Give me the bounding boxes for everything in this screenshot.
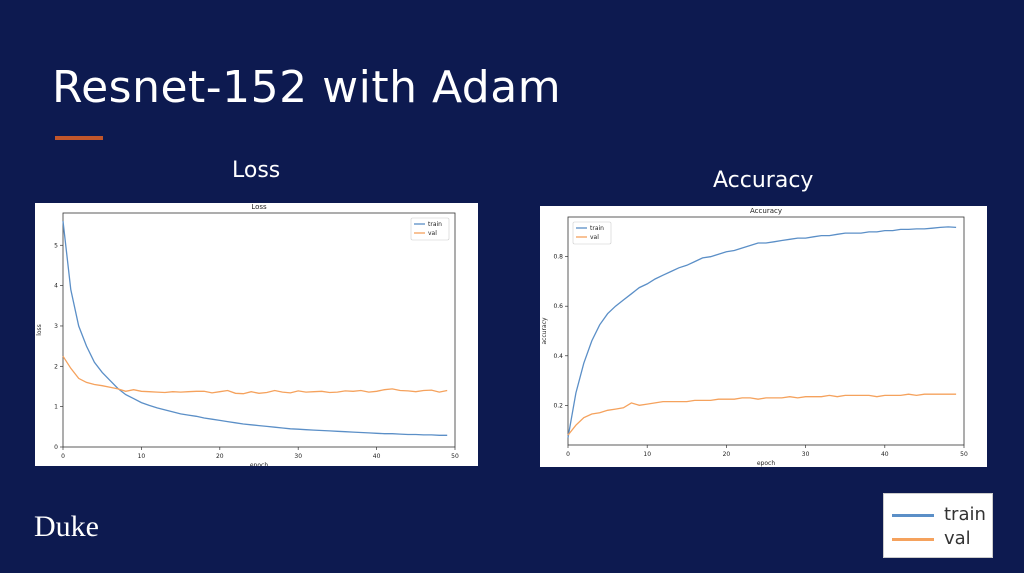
accuracy-ytick-label: 0.6: [553, 303, 563, 310]
accuracy-ytick-label: 0.4: [553, 353, 563, 360]
loss-ytick-label: 4: [54, 283, 58, 290]
accuracy-chart: Accuracy 0 10 20 30 40 50 0.2 0.4 0.6 0.8 epoch accu…: [541, 207, 968, 467]
loss-legend-label-val: val: [428, 230, 437, 237]
accuracy-xtick-label: 30: [802, 451, 810, 458]
loss-xtick-label: 40: [373, 453, 381, 460]
loss-ylabel: loss: [36, 324, 43, 336]
accent-rule: [55, 136, 103, 140]
accuracy-ylabel: accuracy: [541, 317, 548, 345]
loss-ytick-label: 3: [54, 323, 58, 330]
loss-xtick-label: 30: [294, 453, 302, 460]
accuracy-series-val-line: [567, 393, 957, 436]
accuracy-ytick-label: 0.2: [553, 402, 563, 409]
accuracy-legend-label-val: val: [590, 234, 599, 241]
loss-ytick-label: 5: [54, 242, 58, 249]
legend-label-train: train: [944, 504, 986, 525]
accuracy-xtick-label: 40: [881, 451, 889, 458]
legend-item-train: train: [892, 504, 990, 526]
loss-plot-area: [62, 212, 456, 448]
duke-logo: Duke: [34, 510, 99, 543]
loss-series-val-line: [62, 355, 448, 395]
legend-item-val: val: [892, 528, 990, 550]
loss-xtick-label: 20: [216, 453, 224, 460]
loss-heading: Loss: [232, 158, 281, 183]
loss-ytick-label: 2: [54, 363, 58, 370]
accuracy-xtick-label: 50: [960, 451, 968, 458]
accuracy-xlabel: epoch: [757, 460, 775, 467]
accuracy-chart-panel: Accuracy 0 10 20 30 40 50 0.2 0.4 0.6 0.8 epoch accu…: [540, 206, 987, 467]
legend-swatch-val: [892, 538, 934, 541]
legend-label-val: val: [944, 528, 971, 549]
loss-series-train-line: [62, 221, 448, 436]
loss-xlabel: epoch: [250, 462, 268, 466]
loss-title: Loss: [251, 203, 267, 211]
accuracy-xtick-label: 10: [643, 451, 651, 458]
slide-title: Resnet-152 with Adam: [52, 62, 562, 113]
accuracy-heading: Accuracy: [713, 168, 814, 193]
loss-legend-label-train: train: [428, 221, 442, 228]
loss-xtick-label: 50: [451, 453, 459, 460]
loss-chart-panel: Loss 0 10 20 30 40 50 0 1 2 3 4 5 epoch loss train val: [35, 203, 478, 466]
accuracy-xtick-label: 20: [723, 451, 731, 458]
loss-chart: Loss 0 10 20 30 40 50 0 1 2 3 4 5 epoch loss train val: [36, 203, 459, 466]
accuracy-xtick-label: 0: [566, 451, 570, 458]
accuracy-ytick-label: 0.8: [553, 254, 563, 261]
loss-ytick-label: 0: [54, 444, 58, 451]
accuracy-series-train-line: [567, 226, 957, 438]
accuracy-legend-label-train: train: [590, 225, 604, 232]
loss-xtick-label: 0: [61, 453, 65, 460]
legend-box: train val: [883, 493, 993, 558]
loss-ytick-label: 1: [54, 404, 58, 411]
loss-xtick-label: 10: [138, 453, 146, 460]
legend-swatch-train: [892, 514, 934, 517]
accuracy-plot-area: [567, 216, 965, 446]
accuracy-title: Accuracy: [750, 207, 782, 215]
